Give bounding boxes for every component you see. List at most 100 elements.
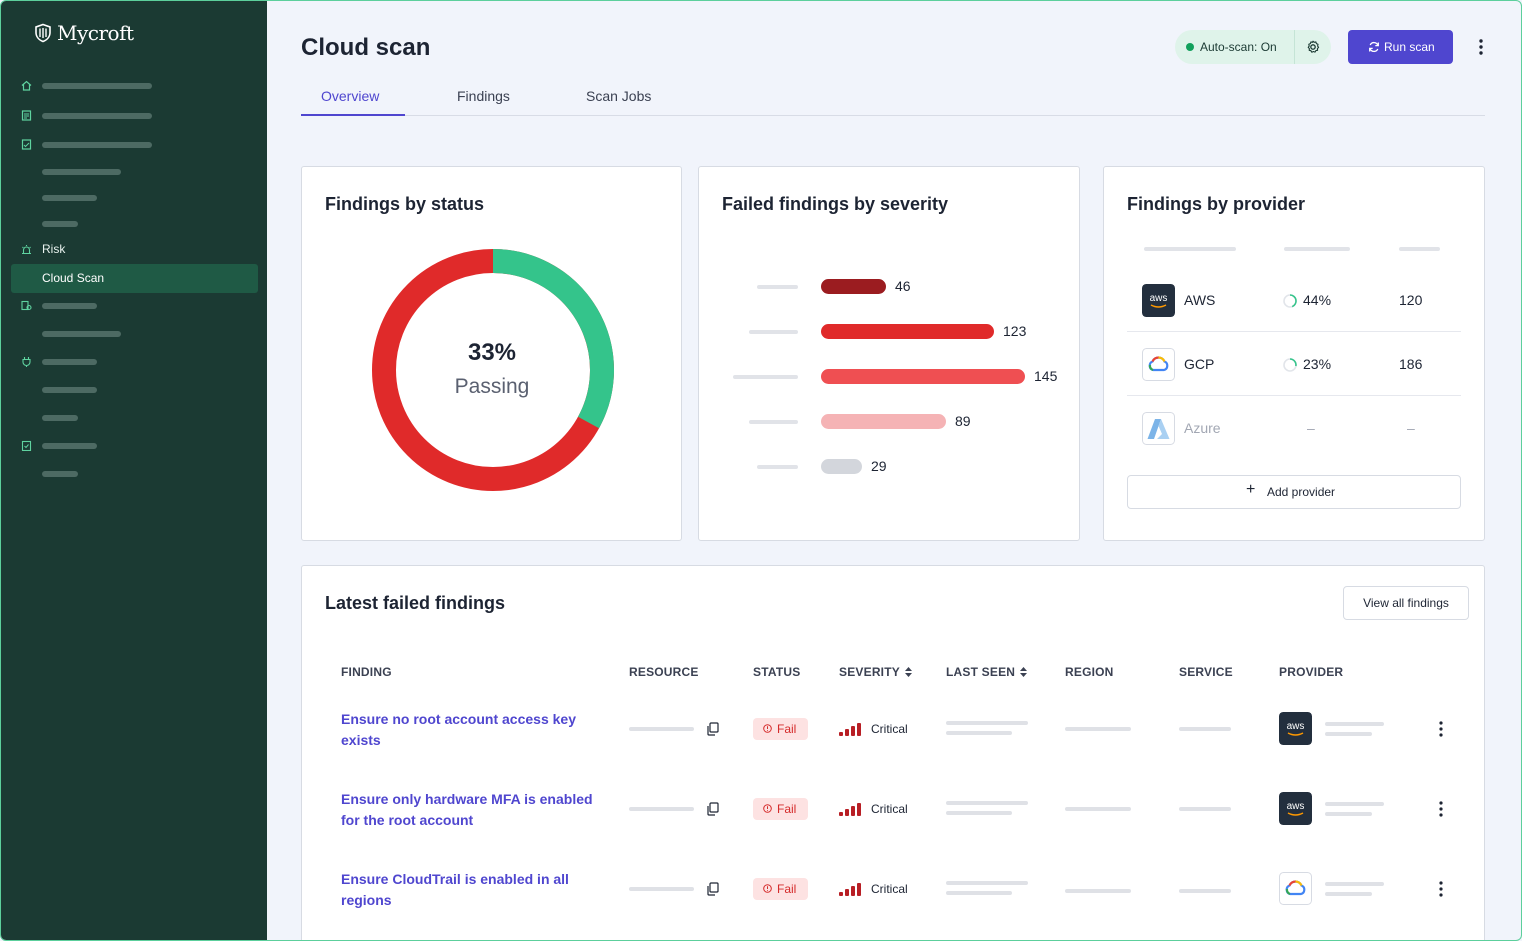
plus-icon: +	[1246, 481, 1256, 498]
nav-placeholder	[42, 443, 97, 449]
row-menu-icon[interactable]	[1432, 799, 1450, 819]
tab-findings[interactable]: Findings	[457, 88, 510, 104]
resource-placeholder	[629, 887, 694, 891]
divider	[1294, 30, 1295, 64]
column-header-severity[interactable]: SEVERITY	[839, 665, 912, 679]
tab-overview[interactable]: Overview	[321, 88, 380, 104]
region-placeholder	[1065, 727, 1131, 731]
column-header-status[interactable]: STATUS	[753, 665, 801, 679]
gear-icon[interactable]	[1305, 39, 1321, 55]
provider-row-aws[interactable]: aws AWS 44% 120	[1127, 268, 1461, 332]
severity-value: 89	[955, 413, 971, 429]
sidebar-subitem[interactable]	[1, 379, 267, 401]
column-header-resource[interactable]: RESOURCE	[629, 665, 699, 679]
active-tab-indicator	[301, 114, 405, 116]
last-seen-placeholder	[946, 731, 1012, 735]
status-badge: Fail	[753, 878, 808, 900]
tab-scan-jobs[interactable]: Scan Jobs	[586, 88, 652, 104]
nav-placeholder	[42, 387, 97, 393]
nav-placeholder	[42, 331, 121, 337]
last-seen-placeholder	[946, 891, 1012, 895]
column-header-finding[interactable]: FINDING	[341, 665, 392, 679]
copy-icon[interactable]	[706, 802, 720, 816]
provider-row-gcp[interactable]: GCP 23% 186	[1127, 332, 1461, 396]
donut-pass-segment	[492, 249, 614, 429]
column-header-label: LAST SEEN	[946, 665, 1016, 679]
sidebar-item-home[interactable]	[1, 75, 267, 97]
severity-bar	[821, 369, 1025, 384]
sidebar-subitem[interactable]	[1, 407, 267, 429]
finding-link[interactable]: Ensure only hardware MFA is enabled for …	[341, 791, 593, 828]
autoscan-toggle[interactable]: Auto-scan: On	[1175, 30, 1331, 64]
finding-link[interactable]: Ensure no root account access key exists	[341, 711, 576, 748]
severity-value: 123	[1003, 323, 1027, 339]
aws-logo-icon: aws	[1279, 712, 1312, 745]
card-title: Failed findings by severity	[722, 194, 949, 214]
nav-placeholder	[42, 195, 97, 201]
progress-ring-icon	[1283, 294, 1297, 308]
provider-percent: 23%	[1303, 356, 1332, 372]
sidebar-item-compliance[interactable]	[1, 134, 267, 156]
provider-percent: 44%	[1303, 292, 1332, 308]
finding-link[interactable]: Ensure CloudTrail is enabled in all regi…	[341, 871, 569, 908]
column-header-service[interactable]: SERVICE	[1179, 665, 1233, 679]
aws-logo-icon: aws	[1142, 284, 1175, 317]
progress-ring-icon	[1283, 358, 1297, 372]
service-placeholder	[1179, 727, 1231, 731]
region-placeholder	[1065, 889, 1131, 893]
sidebar-item-cloud-scan[interactable]: Cloud Scan	[11, 264, 258, 293]
column-header-provider[interactable]: PROVIDER	[1279, 665, 1344, 679]
azure-logo-icon	[1142, 412, 1175, 445]
sidebar-item-tasks[interactable]	[1, 435, 267, 457]
status-badge: Fail	[753, 718, 808, 740]
row-menu-icon[interactable]	[1432, 719, 1450, 739]
provider-count: 186	[1399, 356, 1423, 372]
brand-logo[interactable]: Mycroft	[33, 21, 134, 45]
last-seen-placeholder	[946, 881, 1028, 885]
sidebar-subitem[interactable]	[1, 187, 267, 209]
sidebar-subitem[interactable]	[1, 161, 267, 183]
sort-icon[interactable]	[1020, 667, 1028, 677]
sort-icon[interactable]	[904, 667, 912, 677]
status-label: Fail	[777, 882, 797, 896]
column-header-last-seen[interactable]: LAST SEEN	[946, 665, 1028, 679]
card-title: Findings by provider	[1127, 194, 1306, 214]
row-menu-icon[interactable]	[1432, 879, 1450, 899]
column-header-region[interactable]: REGION	[1065, 665, 1114, 679]
provider-card: Findings by provider aws AWS 44% 120	[1103, 166, 1485, 541]
severity-bars-icon	[839, 723, 861, 736]
nav-placeholder	[42, 83, 152, 89]
table-row[interactable]: Ensure only hardware MFA is enabled for …	[302, 769, 1484, 849]
sidebar-item-reports[interactable]	[1, 105, 267, 127]
sidebar-item-integrations[interactable]	[1, 351, 267, 373]
status-label: Fail	[777, 802, 797, 816]
add-provider-button[interactable]: + Add provider	[1127, 475, 1461, 509]
passing-percent: 33%	[467, 339, 517, 366]
sidebar-item-assets[interactable]	[1, 295, 267, 317]
severity-label: Critical	[871, 882, 908, 896]
severity-bars-icon	[839, 883, 861, 896]
table-row[interactable]: Ensure no root account access key exists…	[302, 689, 1484, 769]
copy-icon[interactable]	[706, 882, 720, 896]
copy-icon[interactable]	[706, 722, 720, 736]
nav-placeholder	[42, 169, 121, 175]
alert-circle-icon	[763, 884, 772, 893]
sidebar-subitem[interactable]	[1, 323, 267, 345]
nav-placeholder	[42, 471, 78, 477]
run-scan-button[interactable]: Run scan	[1348, 30, 1453, 64]
severity-row: 145	[699, 366, 1079, 386]
sidebar-subitem[interactable]	[1, 213, 267, 235]
service-placeholder	[1179, 807, 1231, 811]
more-options-icon[interactable]	[1471, 35, 1491, 59]
provider-row-azure[interactable]: Azure – –	[1127, 396, 1461, 460]
table-row[interactable]: Ensure CloudTrail is enabled in all regi…	[302, 849, 1484, 929]
card-title: Latest failed findings	[325, 593, 506, 613]
passing-caption: Passing	[454, 375, 530, 398]
sidebar-item-risk[interactable]: Risk	[1, 239, 267, 261]
view-all-findings-button[interactable]: View all findings	[1343, 586, 1469, 620]
sidebar-subitem[interactable]	[1, 463, 267, 485]
provider-account-placeholder	[1325, 892, 1372, 896]
provider-count: 120	[1399, 292, 1423, 308]
provider-account-placeholder	[1325, 812, 1372, 816]
nav-placeholder	[42, 359, 97, 365]
